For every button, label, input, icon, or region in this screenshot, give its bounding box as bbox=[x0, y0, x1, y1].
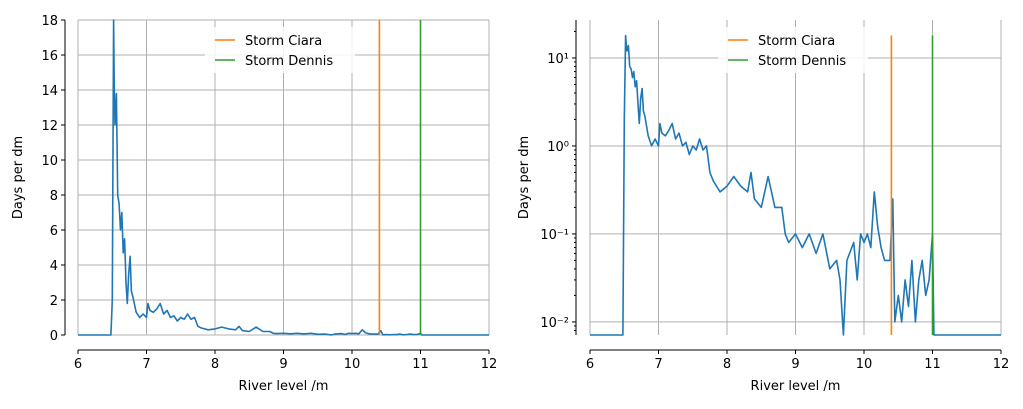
y-tick-label: 8 bbox=[50, 189, 58, 204]
y-tick-label: 16 bbox=[41, 49, 58, 64]
legend-label: Storm Dennis bbox=[245, 54, 333, 69]
x-tick-label: 12 bbox=[993, 357, 1010, 372]
y-tick-label: 2 bbox=[50, 294, 58, 309]
x-tick-label: 10 bbox=[856, 357, 873, 372]
legend-label: Storm Ciara bbox=[245, 34, 322, 49]
y-tick-label: 10 bbox=[41, 154, 58, 169]
legend-box bbox=[205, 27, 355, 73]
x-tick-label: 12 bbox=[481, 357, 498, 372]
y-tick-label: 0 bbox=[50, 329, 58, 344]
x-tick-label: 7 bbox=[142, 357, 150, 372]
x-tick-label: 6 bbox=[586, 357, 594, 372]
x-tick-label: 10 bbox=[344, 357, 361, 372]
legend: Storm Ciara Storm Dennis bbox=[718, 27, 868, 73]
y-tick-label: 10¹ bbox=[547, 52, 569, 67]
x-tick-label: 8 bbox=[211, 357, 219, 372]
x-tick-label: 6 bbox=[74, 357, 82, 372]
y-axis-label: Days per dm bbox=[517, 136, 532, 219]
chart-linear: 6 7 8 9 10 11 12 0 2 4 6 8 10 12 14 16 18 River level /m D… bbox=[11, 14, 497, 394]
y-tick-label: 6 bbox=[50, 224, 58, 239]
y-tick-label: 10⁻¹ bbox=[540, 228, 569, 243]
y-tick-label: 18 bbox=[41, 14, 58, 29]
x-tick-label: 11 bbox=[412, 357, 429, 372]
x-axis-label: River level /m bbox=[751, 379, 841, 394]
y-tick-label: 10⁻² bbox=[540, 316, 569, 331]
x-axis-label: River level /m bbox=[239, 379, 329, 394]
y-tick-label: 14 bbox=[41, 84, 58, 99]
x-tick-label: 7 bbox=[654, 357, 662, 372]
legend-box bbox=[718, 27, 868, 73]
legend: Storm Ciara Storm Dennis bbox=[205, 27, 355, 73]
y-tick-label: 10⁰ bbox=[547, 140, 569, 155]
legend-label: Storm Ciara bbox=[758, 34, 835, 49]
legend-label: Storm Dennis bbox=[758, 54, 846, 69]
x-tick-label: 8 bbox=[723, 357, 731, 372]
x-tick-label: 9 bbox=[791, 357, 799, 372]
chart-log: 6 7 8 9 10 11 12 10¹ 10⁰ 10⁻¹ 10⁻² River level /m Da… bbox=[517, 20, 1009, 394]
x-tick-label: 9 bbox=[279, 357, 287, 372]
x-tick-label: 11 bbox=[924, 357, 941, 372]
y-axis-label: Days per dm bbox=[11, 136, 26, 219]
y-tick-label: 12 bbox=[41, 119, 58, 134]
y-tick-label: 4 bbox=[50, 259, 58, 274]
